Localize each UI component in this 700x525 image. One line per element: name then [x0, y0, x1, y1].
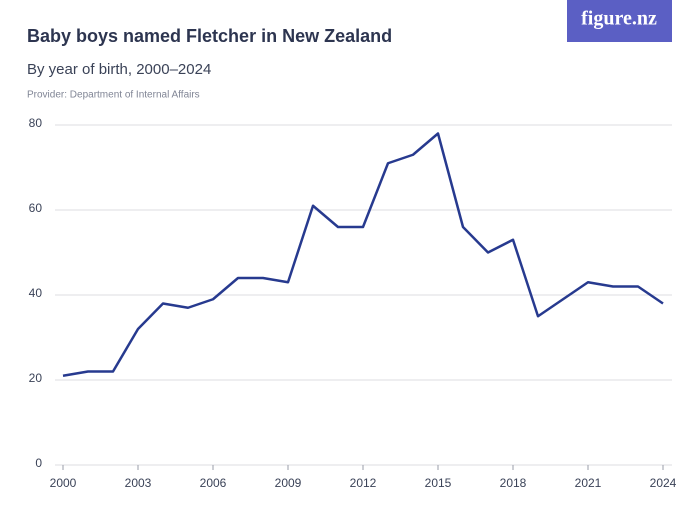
y-tick-label: 20	[29, 371, 43, 385]
logo: figure.nz	[581, 8, 657, 30]
x-tick-label: 2021	[575, 476, 602, 490]
x-tick-label: 2024	[650, 476, 677, 490]
logo-box	[567, 0, 672, 42]
data-line	[62, 132, 664, 377]
chart-source: Provider: Department of Internal Affairs	[27, 90, 200, 101]
x-tick-label: 2018	[500, 476, 527, 490]
y-tick-label: 60	[29, 201, 43, 215]
x-tick-label: 2006	[200, 476, 227, 490]
y-tick-label: 80	[29, 116, 43, 130]
y-tick-label: 0	[35, 456, 42, 470]
x-tick-label: 2012	[350, 476, 377, 490]
x-tick-label: 2009	[275, 476, 302, 490]
y-tick-label: 40	[29, 286, 43, 300]
chart-subtitle: By year of birth, 2000–2024	[27, 61, 211, 78]
chart-title: Baby boys named Fletcher in New Zealand	[27, 26, 392, 46]
x-tick-label: 2015	[425, 476, 452, 490]
x-tick-label: 2000	[50, 476, 77, 490]
x-tick-label: 2003	[125, 476, 152, 490]
